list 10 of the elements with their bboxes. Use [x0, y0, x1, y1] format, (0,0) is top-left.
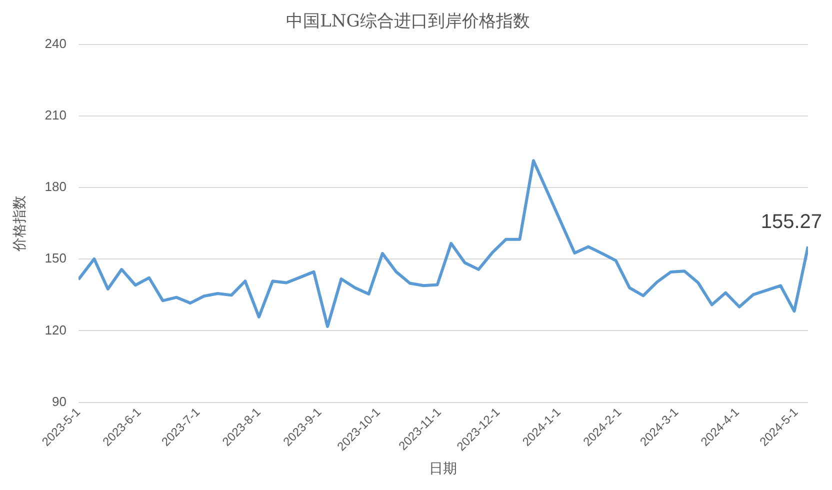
y-tick-label: 180	[44, 179, 66, 194]
data-label: 155.27	[760, 211, 822, 234]
y-tick-label: 240	[44, 36, 66, 51]
y-tick-label: 210	[44, 108, 66, 123]
chart-title: 中国LNG综合进口到岸价格指数	[286, 12, 530, 32]
y-axis-title: 价格指数	[12, 195, 28, 252]
y-tick-label: 150	[44, 250, 66, 266]
y-tick-label: 90	[52, 394, 66, 409]
x-axis-title: 日期	[429, 461, 458, 478]
y-tick-label: 120	[44, 322, 66, 338]
